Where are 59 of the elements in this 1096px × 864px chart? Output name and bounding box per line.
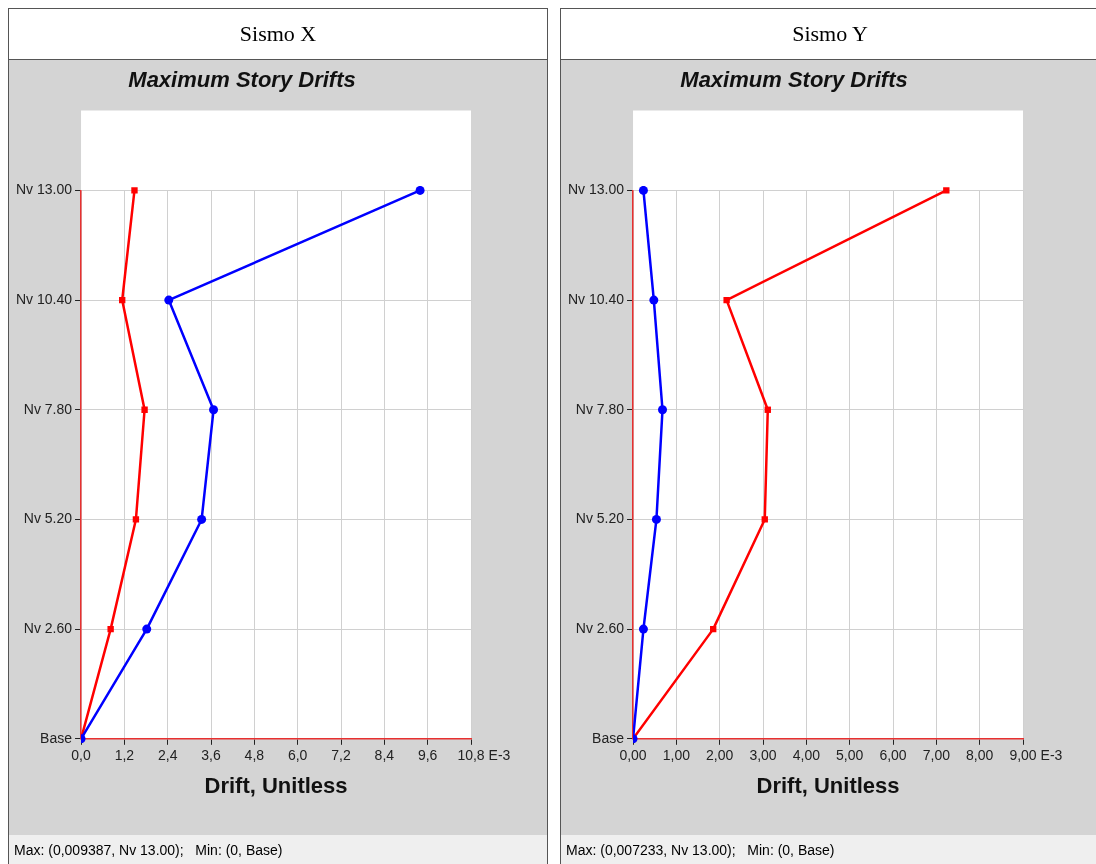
x-tick-label: 10,8 <box>457 747 485 764</box>
point <box>649 295 659 305</box>
point <box>761 516 768 523</box>
text: Max: (0,009387, Nv 13.00); Min: (0, Base) <box>9 835 547 864</box>
point <box>141 406 148 413</box>
x-tick-label: 1,00 <box>662 747 691 764</box>
x-tick-label: 3,00 <box>749 747 777 764</box>
x-tick-label: 6,00 <box>879 747 907 764</box>
x-tick-label: 8,00 <box>966 747 994 764</box>
x-tick-label: 2,4 <box>157 747 178 764</box>
x-tick-label: 7,00 <box>922 747 951 764</box>
y-tick-label: Nv 2.60 <box>23 619 73 636</box>
text: E-3 <box>1040 746 1063 763</box>
point <box>638 624 648 634</box>
x-tick-label: 7,2 <box>331 747 351 764</box>
x-axis-title: Drift, Unitless <box>204 772 348 798</box>
x-tick-label: 0,0 <box>71 747 91 764</box>
point <box>638 185 648 195</box>
x-tick-label: 9,6 <box>417 747 438 764</box>
x-tick-label: 3,6 <box>201 747 221 764</box>
point <box>142 624 152 634</box>
x-tick-label: 0,00 <box>619 747 647 764</box>
chart-title: Maximum Story Drifts <box>680 67 908 93</box>
text: Max: (0,007233, Nv 13.00); Min: (0, Base) <box>561 835 1096 864</box>
x-tick-label: 4,8 <box>244 747 265 764</box>
y-tick-label: Nv 10.40 <box>567 290 625 307</box>
y-tick-label: Nv 13.00 <box>567 181 625 198</box>
chart-subtitle: Sismo X <box>9 9 547 60</box>
text: E-3 <box>488 746 511 763</box>
x-axis-title: Drift, Unitless <box>756 772 900 798</box>
y-tick-label: Nv 5.20 <box>23 510 73 527</box>
point <box>415 185 425 195</box>
point <box>723 296 730 304</box>
y-tick-label: Base <box>592 729 625 746</box>
x-tick-label: 5,00 <box>836 747 864 764</box>
y-tick-label: Base <box>40 729 73 746</box>
y-tick-label: Nv 10.40 <box>15 290 73 307</box>
point <box>132 516 140 523</box>
point <box>131 187 138 194</box>
y-tick-label: Nv 2.60 <box>575 619 625 636</box>
x-tick-label: 6,0 <box>287 747 308 764</box>
chart-title: Maximum Story Drifts <box>128 67 356 93</box>
y-tick-label: Nv 5.20 <box>575 510 625 527</box>
point <box>943 187 950 194</box>
x-tick-label: 9,00 <box>1009 747 1037 764</box>
point <box>651 514 661 524</box>
point <box>197 514 207 524</box>
x-tick-label: 2,00 <box>706 747 734 764</box>
point <box>209 405 219 415</box>
point <box>107 625 114 633</box>
y-tick-label: Nv 13.00 <box>15 181 73 198</box>
point <box>164 295 174 305</box>
point <box>658 405 667 415</box>
y-tick-label: Nv 7.80 <box>575 400 625 417</box>
y-tick-label: Nv 7.80 <box>23 400 73 417</box>
x-tick-label: 1,2 <box>114 747 135 764</box>
x-tick-label: 4,00 <box>792 747 821 764</box>
chart-subtitle: Sismo Y <box>561 9 1096 60</box>
x-tick-label: 8,4 <box>374 747 395 764</box>
